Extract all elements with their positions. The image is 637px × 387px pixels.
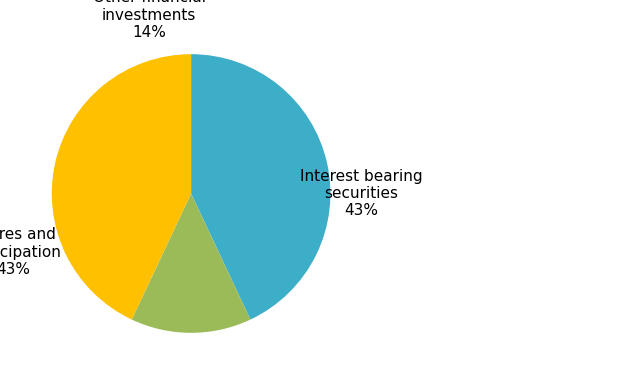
Wedge shape: [191, 54, 331, 320]
Text: Shares and
participation
43%: Shares and participation 43%: [0, 227, 61, 277]
Wedge shape: [52, 54, 191, 320]
Wedge shape: [132, 194, 250, 333]
Text: Interest bearing
securities
43%: Interest bearing securities 43%: [300, 169, 422, 218]
Text: Other financial
investments
14%: Other financial investments 14%: [93, 0, 206, 40]
